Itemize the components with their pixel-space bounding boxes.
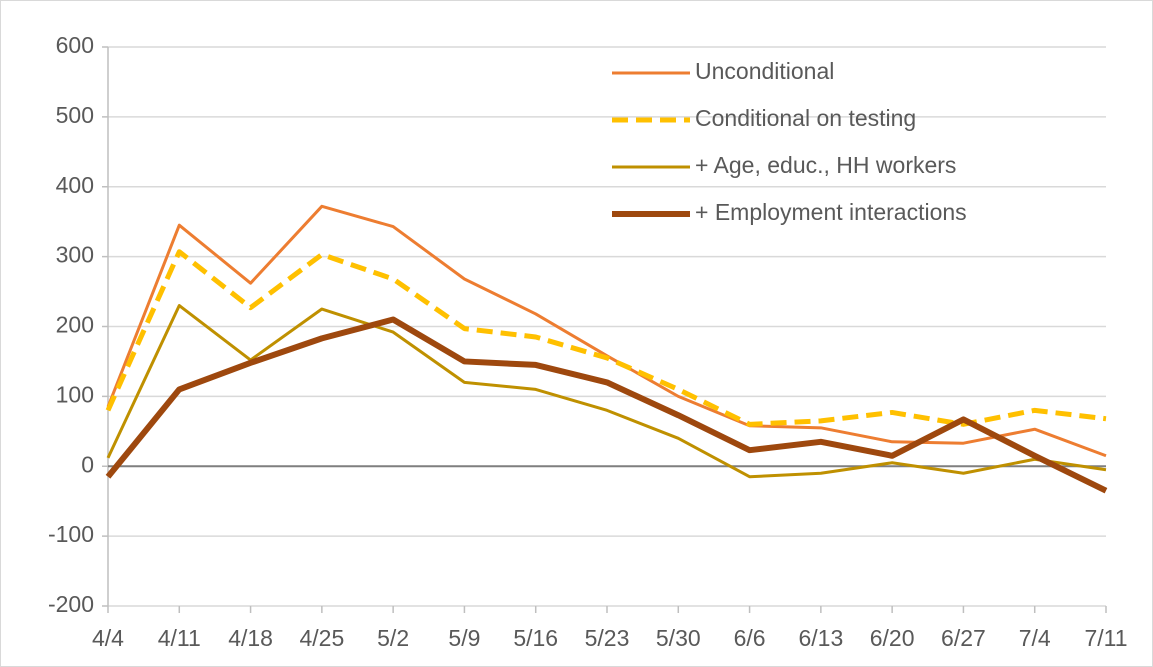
- x-tick-label: 7/4: [1019, 625, 1051, 651]
- x-tick-label: 4/4: [92, 625, 124, 651]
- x-tick-label: 6/27: [941, 625, 986, 651]
- y-tick-label: 500: [56, 102, 94, 128]
- series-line: [106, 304, 1107, 479]
- x-tick-label: 5/9: [448, 625, 480, 651]
- y-tick-label: 200: [56, 312, 94, 338]
- y-tick-label: -200: [48, 591, 94, 617]
- x-tick-label: 7/11: [1084, 625, 1127, 651]
- series-line: [105, 316, 1108, 494]
- series-line: [105, 249, 1107, 427]
- x-tick-label: 4/11: [158, 625, 201, 651]
- x-tick-label: 6/6: [734, 625, 766, 651]
- x-tick-label: 4/25: [299, 625, 344, 651]
- y-tick-label: 400: [56, 172, 94, 198]
- y-tick-label: 300: [56, 242, 94, 268]
- y-tick-label: 600: [56, 32, 94, 58]
- legend-label: + Employment interactions: [695, 199, 967, 225]
- x-tick-label: 6/13: [798, 625, 843, 651]
- legend-label: + Age, educ., HH workers: [695, 152, 956, 178]
- legend-label: Conditional on testing: [695, 105, 916, 131]
- x-tick-label: 5/30: [656, 625, 701, 651]
- x-tick-label: 6/20: [870, 625, 915, 651]
- y-tick-label: 100: [56, 381, 94, 407]
- y-tick-label: -100: [48, 521, 94, 547]
- y-tick-label: 0: [81, 451, 94, 477]
- x-tick-label: 5/16: [513, 625, 558, 651]
- legend-label: Unconditional: [695, 58, 834, 84]
- x-tick-label: 5/23: [585, 625, 630, 651]
- x-tick-label: 5/2: [377, 625, 409, 651]
- x-tick-label: 4/18: [228, 625, 273, 651]
